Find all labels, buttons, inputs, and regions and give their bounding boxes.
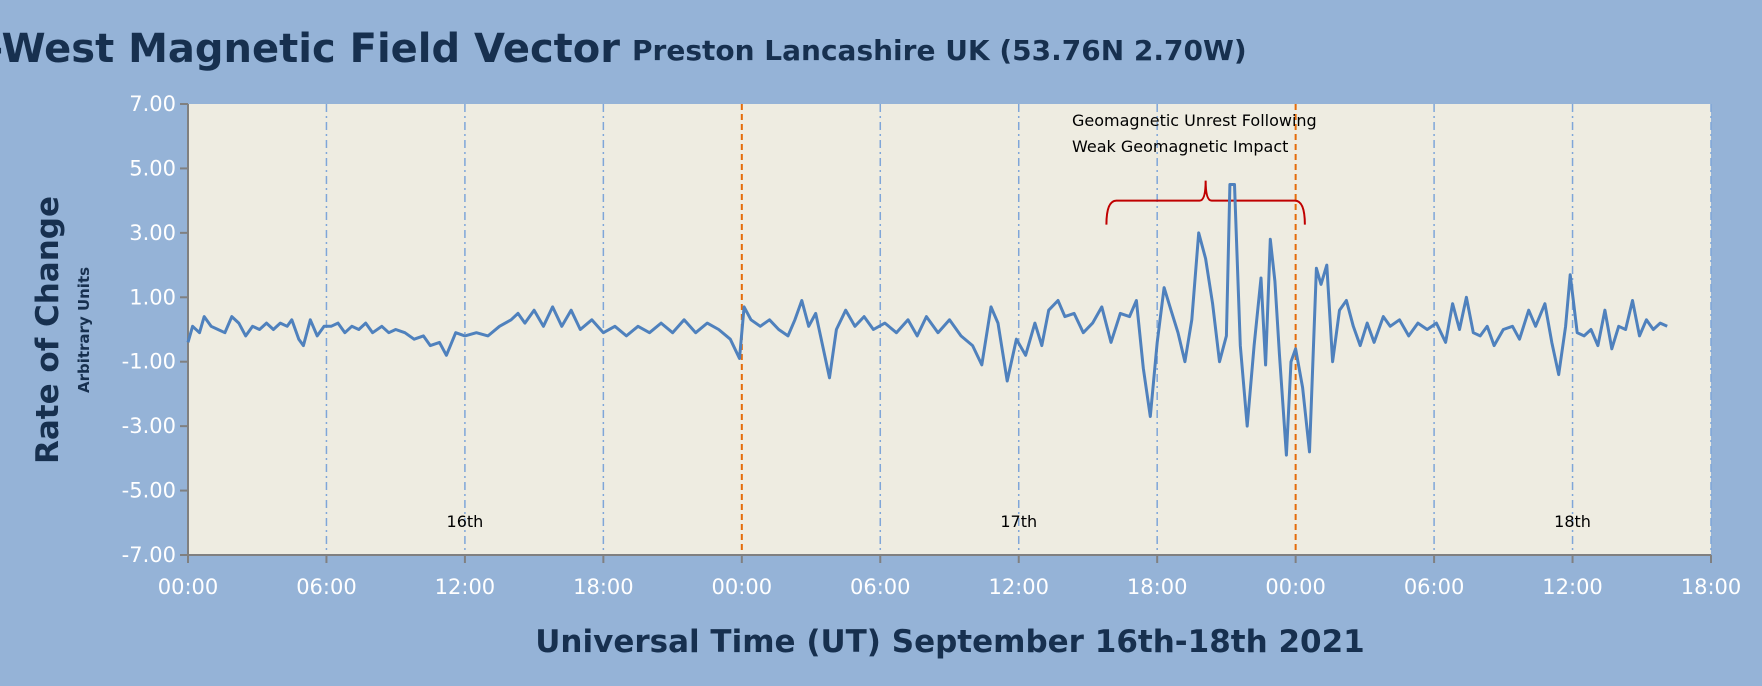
x-tick-label: 18:00 <box>573 575 634 599</box>
day-label: 17th <box>1000 512 1037 531</box>
annotation-line-2: Weak Geomagnetic Impact <box>1072 137 1288 156</box>
x-tick-label: 00:00 <box>712 575 773 599</box>
x-tick-label: 06:00 <box>1404 575 1465 599</box>
chart-title: East-West Magnetic Field Vector <box>0 26 620 72</box>
x-tick-label: 18:00 <box>1681 575 1742 599</box>
x-tick-label: 00:00 <box>1265 575 1326 599</box>
x-tick-label: 18:00 <box>1127 575 1188 599</box>
chart-subtitle: Preston Lancashire UK (53.76N 2.70W) <box>632 34 1247 67</box>
series-line-east-west <box>186 183 1668 457</box>
y-tick-label: 5.00 <box>129 156 176 180</box>
day-label: 16th <box>447 512 484 531</box>
x-tick-label: 12:00 <box>988 575 1049 599</box>
day-label: 18th <box>1554 512 1591 531</box>
y-tick-label: -3.00 <box>122 414 176 438</box>
y-tick-label: 3.00 <box>129 221 176 245</box>
annotation-bracket <box>1105 180 1306 225</box>
y-tick-label: 7.00 <box>129 92 176 116</box>
y-tick-label: -5.00 <box>122 479 176 503</box>
x-tick-label: 00:00 <box>158 575 219 599</box>
x-tick-label: 06:00 <box>296 575 357 599</box>
plot-area <box>188 104 1711 555</box>
y-tick-label: -1.00 <box>122 350 176 374</box>
x-tick-label: 06:00 <box>850 575 911 599</box>
x-tick-label: 12:00 <box>1542 575 1603 599</box>
y-axis-title: Rate of Change <box>30 196 66 464</box>
y-axis-subtitle: Arbitrary Units <box>75 267 93 393</box>
annotation-line-1: Geomagnetic Unrest Following <box>1072 111 1317 130</box>
y-tick-label: 1.00 <box>129 285 176 309</box>
x-tick-label: 12:00 <box>435 575 496 599</box>
x-axis-title: Universal Time (UT) September 16th-18th … <box>535 624 1365 660</box>
y-tick-label: -7.00 <box>122 543 176 567</box>
